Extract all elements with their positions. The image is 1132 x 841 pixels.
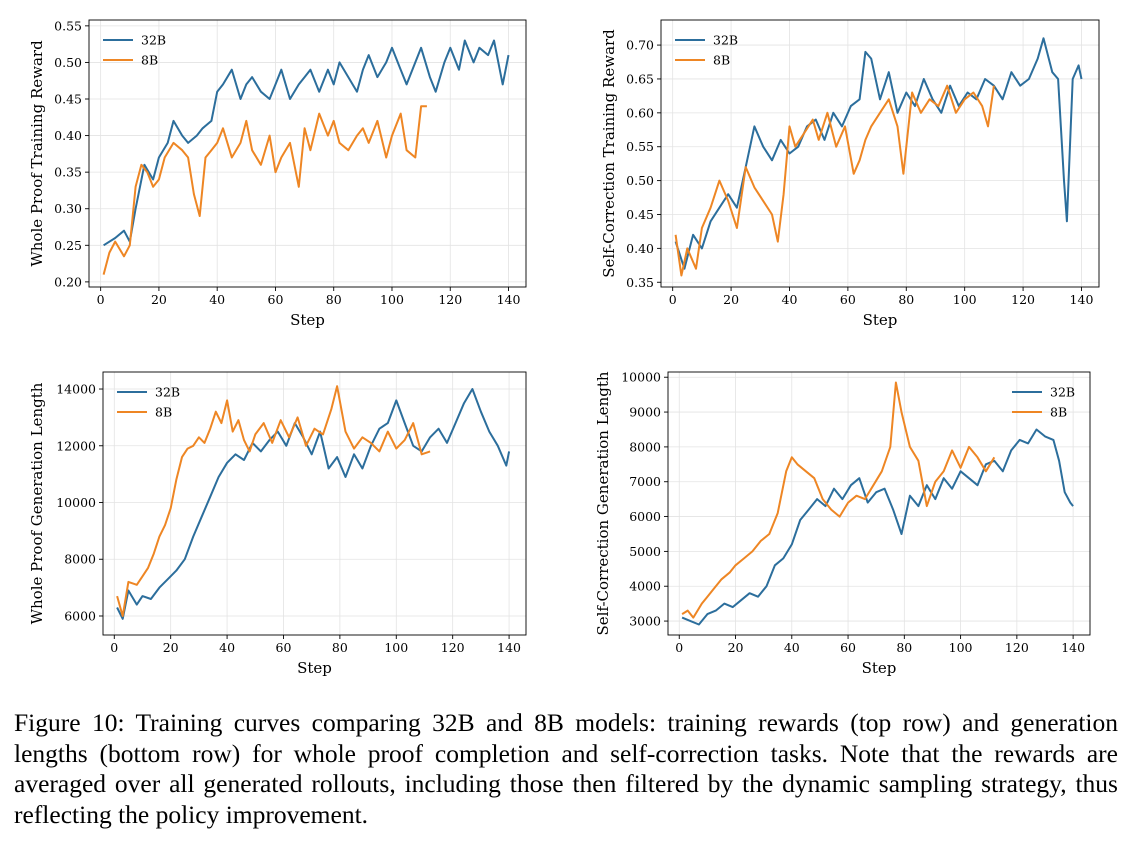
panel-whole-proof-training-reward: 0 20 40 60 80 100 120 140 0.20 0.25 0.30 0.35 0.40 0.… bbox=[28, 18, 527, 329]
y-tick-label: 0.25 bbox=[54, 238, 82, 253]
plot-frame bbox=[88, 19, 527, 288]
y-tick-label: 0.30 bbox=[54, 201, 82, 216]
y-tick-label: 0.40 bbox=[626, 241, 654, 256]
y-tick-label: 4000 bbox=[629, 579, 661, 594]
panel-self-correction-generation-length: 0 20 40 60 80 100 120 140 3000 4000 5000 6000 7000 80… bbox=[594, 370, 1091, 677]
y-tick-label: 0.50 bbox=[626, 173, 654, 188]
y-tick-label: 0.20 bbox=[54, 274, 82, 289]
legend-label-32b: 32B bbox=[155, 385, 180, 400]
legend-label-8b: 8B bbox=[713, 53, 730, 68]
x-tick-label: 40 bbox=[219, 640, 235, 655]
y-tick-label: 8000 bbox=[64, 552, 96, 567]
y-tick-label: 7000 bbox=[629, 474, 661, 489]
x-tick-label: 0 bbox=[669, 292, 677, 307]
x-tick-label: 80 bbox=[326, 292, 342, 307]
series-line-32b bbox=[674, 37, 1083, 270]
y-axis-label: Whole Proof Generation Length bbox=[28, 382, 46, 624]
x-tick-label: 140 bbox=[1070, 292, 1094, 307]
panel-whole-proof-generation-length: 0 20 40 60 80 100 120 140 6000 8000 10000 12000 1400… bbox=[28, 371, 527, 677]
x-tick-label: 20 bbox=[723, 292, 739, 307]
legend-label-8b: 8B bbox=[155, 405, 172, 420]
x-tick-label: 140 bbox=[497, 640, 521, 655]
x-tick-label: 100 bbox=[949, 640, 973, 655]
legend-label-8b: 8B bbox=[141, 53, 158, 68]
series-line-8b bbox=[681, 381, 996, 619]
x-tick-label: 80 bbox=[898, 292, 914, 307]
series-line-8b bbox=[102, 105, 427, 275]
legend-label-32b: 32B bbox=[141, 33, 166, 48]
legend-label-32b: 32B bbox=[713, 33, 738, 48]
figure-10-panels: 0 20 40 60 80 100 120 140 0.20 0.25 0.30 0.35 0.40 0.… bbox=[28, 18, 1100, 677]
x-axis-label: Step bbox=[862, 659, 897, 677]
y-tick-label: 6000 bbox=[629, 509, 661, 524]
y-tick-label: 0.70 bbox=[626, 38, 654, 53]
x-tick-label: 40 bbox=[784, 640, 800, 655]
x-tick-label: 0 bbox=[675, 640, 683, 655]
x-axis-label: Step bbox=[297, 659, 332, 677]
y-tick-label: 5000 bbox=[629, 544, 661, 559]
x-tick-label: 60 bbox=[276, 640, 292, 655]
x-tick-label: 20 bbox=[728, 640, 744, 655]
series-line-32b bbox=[681, 428, 1074, 626]
x-tick-label: 60 bbox=[840, 292, 856, 307]
y-tick-label: 10000 bbox=[56, 495, 96, 510]
x-tick-label: 60 bbox=[268, 292, 284, 307]
y-axis-label: Whole Proof Training Reward bbox=[28, 40, 46, 267]
legend-label-8b: 8B bbox=[1050, 405, 1067, 420]
x-tick-label: 80 bbox=[896, 640, 912, 655]
series-line-8b bbox=[674, 84, 995, 277]
x-tick-label: 20 bbox=[163, 640, 179, 655]
y-tick-label: 6000 bbox=[64, 608, 96, 623]
x-tick-label: 140 bbox=[1061, 640, 1085, 655]
y-axis-label: Self-Correction Generation Length bbox=[594, 371, 612, 635]
y-tick-label: 0.40 bbox=[54, 128, 82, 143]
y-tick-label: 0.60 bbox=[626, 105, 654, 120]
y-axis-label: Self-Correction Training Reward bbox=[600, 29, 618, 278]
y-tick-label: 3000 bbox=[629, 614, 661, 629]
y-tick-label: 0.55 bbox=[626, 139, 654, 154]
plot-frame bbox=[102, 371, 527, 636]
y-tick-label: 0.35 bbox=[626, 275, 654, 290]
x-tick-label: 60 bbox=[840, 640, 856, 655]
y-tick-label: 10000 bbox=[621, 370, 661, 385]
plot-frame bbox=[660, 19, 1100, 288]
y-tick-label: 0.55 bbox=[54, 18, 82, 33]
x-tick-label: 40 bbox=[782, 292, 798, 307]
y-tick-label: 0.65 bbox=[626, 71, 654, 86]
plot-frame bbox=[667, 371, 1091, 636]
y-tick-label: 0.35 bbox=[54, 165, 82, 180]
figure-caption: Figure 10: Training curves comparing 32B… bbox=[14, 708, 1118, 829]
y-tick-label: 9000 bbox=[629, 405, 661, 420]
x-tick-label: 0 bbox=[110, 640, 118, 655]
y-tick-label: 8000 bbox=[629, 439, 661, 454]
x-tick-label: 120 bbox=[438, 292, 462, 307]
y-tick-label: 0.45 bbox=[54, 92, 82, 107]
y-tick-label: 0.45 bbox=[626, 207, 654, 222]
series-line-8b bbox=[116, 385, 431, 617]
panel-self-correction-training-reward: 0 20 40 60 80 100 120 140 0.35 0.40 0.45 0.50 0.55 0.… bbox=[600, 19, 1100, 329]
x-tick-label: 80 bbox=[332, 640, 348, 655]
x-tick-label: 100 bbox=[380, 292, 404, 307]
y-tick-label: 14000 bbox=[56, 382, 96, 397]
x-tick-label: 120 bbox=[441, 640, 465, 655]
x-tick-label: 120 bbox=[1011, 292, 1035, 307]
x-axis-label: Step bbox=[290, 311, 325, 329]
y-tick-label: 0.50 bbox=[54, 55, 82, 70]
x-tick-label: 100 bbox=[384, 640, 408, 655]
series-line-32b bbox=[103, 39, 510, 247]
x-tick-label: 120 bbox=[1005, 640, 1029, 655]
series-line-32b bbox=[116, 388, 511, 620]
x-tick-label: 40 bbox=[209, 292, 225, 307]
legend-label-32b: 32B bbox=[1050, 385, 1075, 400]
y-tick-label: 12000 bbox=[56, 438, 96, 453]
x-axis-label: Step bbox=[863, 311, 898, 329]
x-tick-label: 20 bbox=[151, 292, 167, 307]
x-tick-label: 0 bbox=[97, 292, 105, 307]
x-tick-label: 140 bbox=[497, 292, 521, 307]
x-tick-label: 100 bbox=[953, 292, 977, 307]
